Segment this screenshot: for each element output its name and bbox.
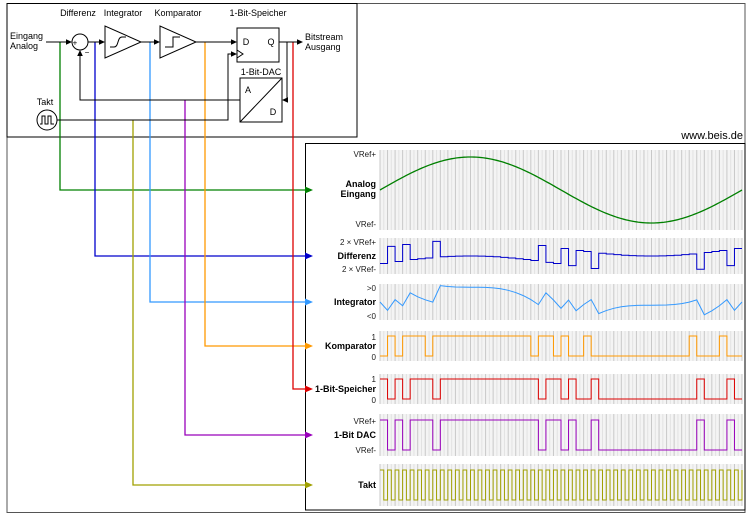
flipflop-q-pin: Q [267,37,274,47]
integrator-block [104,25,143,59]
dac-d-pin: D [270,107,277,117]
waveform-labels: VRef+ Analog Eingang VRef- 2 × VRef+ Dif… [315,150,377,490]
scale-label-analog-bottom: VRef- [356,220,377,229]
arrowhead-to-komparator [154,39,160,45]
waveform-analog [379,156,743,224]
scale-label-komparator-bottom: 0 [372,353,377,362]
arrowhead-into-dac [282,97,288,103]
probe-arrow-takt-icon [305,481,313,489]
waveform-komparator [380,335,742,357]
scale-label-differenz-top: 2 × VRef+ [340,238,376,247]
grid-integrator [379,284,743,320]
q-to-dac-wire [286,42,288,101]
arrowhead-clock [231,51,237,57]
arrowhead-bitstream-out [297,39,303,45]
probe-arrow-integrator-icon [305,298,313,306]
block-diagram-frame [6,3,358,138]
probe-wire-dac [184,100,306,436]
integrator-block-label: Integrator [104,8,143,18]
dac-block-label: 1-Bit-DAC [241,67,282,77]
komparator-block [159,25,198,59]
row-label-analog-line2: Eingang [341,189,377,199]
probe-wire-analog [59,42,306,191]
sum-plus-sign: + [73,39,78,48]
differenz-block-label: Differenz [60,8,96,18]
probe-arrow-differenz-icon [305,252,313,260]
scale-label-dac-top: VRef+ [354,417,377,426]
scale-label-komparator-top: 1 [372,333,377,342]
input-label-line2: Analog [10,41,38,51]
probe-arrow-analog-icon [305,186,313,194]
flipflop-block [236,27,280,63]
dac-a-pin: A [245,85,251,95]
dac-diagonal [239,77,283,123]
dac-feedback-wire [79,56,240,101]
clock-symbol-icon [40,115,54,125]
bitstream-label-line2: Ausgang [305,42,341,52]
probe-wire-takt [132,120,306,486]
block-diagram: + − D Q A D Eingang Analog Diff [10,8,343,131]
row-label-takt: Takt [358,480,376,490]
row-label-speicher: 1-Bit-Speicher [315,384,377,394]
scale-label-analog-top: VRef+ [354,150,377,159]
scale-label-speicher-top: 1 [372,375,377,384]
waveform-speicher [380,378,742,400]
integrator-symbol-icon [110,36,126,48]
probe-wire-speicher [292,42,306,390]
probe-wire-integrator [149,42,306,303]
scale-label-differenz-bottom: 2 × VRef- [342,265,376,274]
waveform-differenz [380,240,742,270]
row-label-komparator: Komparator [325,341,377,351]
flipflop-d-pin: D [243,37,250,47]
clock-wire [57,53,231,121]
komparator-block-label: Komparator [154,8,201,18]
scale-label-integrator-top: >0 [367,284,377,293]
takt-block-label: Takt [37,97,54,107]
probe-arrow-dac-icon [305,431,313,439]
row-label-integrator: Integrator [334,297,377,307]
probe-wire-differenz [94,42,306,257]
bitstream-label-line1: Bitstream [305,32,343,42]
komparator-symbol-icon [165,36,180,48]
arrowhead-to-integrator [99,39,105,45]
sum-minus-sign: − [85,48,90,57]
waveform-integrator [379,285,743,316]
arrowhead-feedback [77,50,83,56]
speicher-block-label: 1-Bit-Speicher [229,8,286,18]
clock-source [36,109,58,131]
row-label-dac: 1-Bit DAC [334,430,376,440]
row-label-differenz: Differenz [337,251,376,261]
generated-graphics-layer [59,42,743,506]
waveform-panel-frame [305,143,746,511]
row-label-analog-line1: Analog [346,179,377,189]
scale-label-dac-bottom: VRef- [356,446,377,455]
scale-label-speicher-bottom: 0 [372,396,377,405]
probe-wire-komparator [204,42,306,347]
website-watermark: www.beis.de [680,130,743,142]
arrowhead-to-flipflop [231,39,237,45]
scale-label-integrator-bottom: <0 [367,312,377,321]
arrowhead-input [66,39,72,45]
input-label-line1: Eingang [10,31,43,41]
probe-arrow-komparator-icon [305,342,313,350]
probe-arrow-speicher-icon [305,385,313,393]
waveform-dac [380,419,742,451]
waveform-takt [380,469,743,501]
